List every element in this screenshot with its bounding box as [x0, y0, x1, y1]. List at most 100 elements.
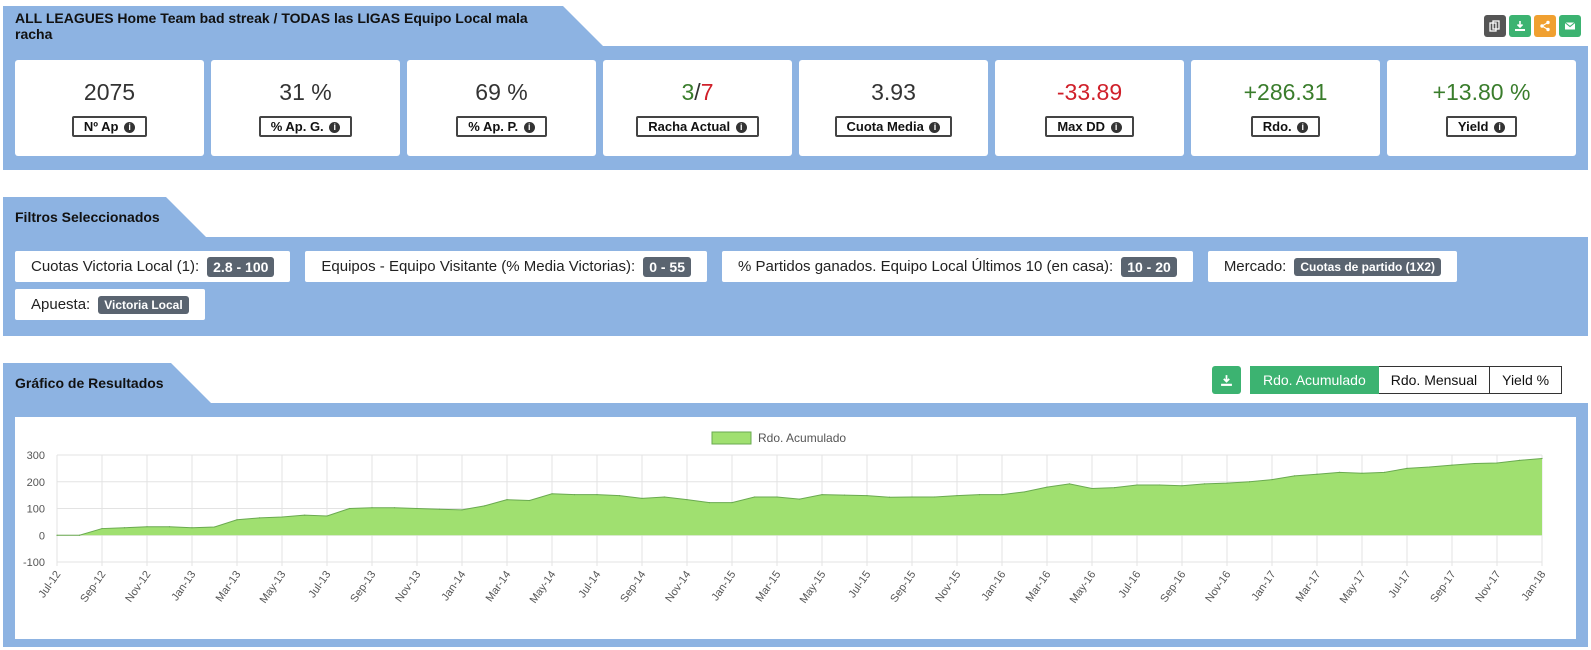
data-point	[236, 519, 238, 521]
stat-card-max-dd: -33.89 Max DD i	[995, 60, 1184, 156]
stats-panel: 2075 Nº Ap i 31 % % Ap. G. i 69 % % Ap. …	[3, 46, 1588, 170]
stat-label[interactable]: Racha Actual i	[636, 116, 759, 137]
streak-wins: 3	[681, 79, 695, 105]
x-tick-label: May-17	[1338, 569, 1369, 606]
data-point	[1068, 483, 1071, 485]
stat-label-text: Racha Actual	[648, 119, 731, 134]
x-tick-label: Jul-14	[576, 569, 603, 600]
y-tick-label: 300	[27, 450, 45, 462]
toggle-yield[interactable]: Yield %	[1490, 366, 1563, 394]
stat-label[interactable]: Yield i	[1445, 116, 1518, 137]
streak-separator: /	[694, 79, 701, 105]
stat-label-text: Max DD	[1057, 119, 1106, 134]
x-tick-label: Sep-15	[888, 569, 918, 605]
data-point	[326, 515, 328, 517]
x-tick-label: Nov-17	[1473, 569, 1503, 605]
x-tick-label: Nov-15	[933, 569, 963, 605]
stat-label[interactable]: Nº Ap i	[71, 116, 148, 137]
x-tick-label: Jan-18	[1519, 569, 1548, 603]
data-point	[731, 502, 733, 504]
data-point	[146, 526, 148, 528]
x-tick-label: May-13	[258, 569, 289, 606]
data-point	[168, 526, 171, 528]
data-point	[776, 496, 778, 498]
data-point	[1091, 487, 1093, 490]
data-point	[596, 493, 598, 496]
data-point	[371, 507, 373, 509]
x-tick-label: Sep-17	[1428, 569, 1458, 605]
info-icon[interactable]: i	[329, 122, 341, 134]
filter-chip: % Partidos ganados. Equipo Local Últimos…	[722, 251, 1193, 282]
data-point	[551, 493, 553, 495]
stat-value: 2075	[83, 79, 136, 105]
info-icon[interactable]: i	[124, 122, 136, 134]
data-point	[641, 497, 643, 499]
data-point	[1181, 485, 1183, 487]
filter-label: Equipos - Equipo Visitante (% Media Vict…	[321, 258, 636, 275]
data-point	[798, 498, 801, 500]
download-icon[interactable]	[1509, 15, 1531, 37]
filters-header: Filtros Seleccionados	[0, 197, 1591, 237]
x-tick-label: Nov-13	[393, 569, 423, 605]
stat-label[interactable]: % Ap. P. i	[456, 116, 547, 137]
data-point	[1451, 464, 1453, 466]
info-icon[interactable]: i	[1494, 122, 1506, 134]
summary-header: ALL LEAGUES Home Team bad streak / TODAS…	[0, 6, 1591, 46]
data-point	[1113, 487, 1116, 489]
info-icon[interactable]: i	[735, 122, 747, 134]
data-point	[78, 534, 81, 536]
stat-label[interactable]: Max DD i	[1045, 116, 1134, 137]
filter-label: % Partidos ganados. Equipo Local Últimos…	[738, 258, 1114, 275]
x-tick-label: Jan-13	[169, 569, 198, 603]
filter-value: 10 - 20	[1121, 256, 1177, 277]
stat-value: 31 %	[279, 79, 332, 105]
toggle-cumulative[interactable]: Rdo. Acumulado	[1250, 366, 1379, 394]
stat-label[interactable]: % Ap. G. i	[258, 116, 353, 137]
streak-losses: 7	[700, 79, 714, 105]
stat-value: 3.93	[871, 79, 916, 105]
page-title: ALL LEAGUES Home Team bad streak / TODAS…	[3, 6, 603, 46]
data-point	[978, 493, 981, 496]
info-icon[interactable]: i	[929, 122, 941, 134]
chart-controls: Rdo. Acumulado Rdo. Mensual Yield %	[1212, 366, 1563, 394]
data-point	[1383, 471, 1386, 473]
data-point	[1361, 472, 1363, 474]
stat-label-text: Cuota Media	[846, 119, 924, 134]
stat-label-text: % Ap. G.	[270, 119, 324, 134]
data-point	[393, 507, 396, 509]
data-point	[56, 534, 58, 536]
chart-area: 300 200 100 0 -100 Jul-12 Sep-12 Nov-12 Jan-13 Ma…	[15, 417, 1576, 639]
stat-card-avg-odds: 3.93 Cuota Media i	[799, 60, 988, 156]
stat-card-count: 2075 Nº Ap i	[15, 60, 204, 156]
email-icon[interactable]	[1559, 15, 1581, 37]
stat-label-text: Nº Ap	[83, 119, 119, 134]
legend-label: Rdo. Acumulado	[758, 431, 846, 445]
x-tick-label: Jul-15	[846, 569, 873, 600]
filter-value: Cuotas de partido (1X2)	[1294, 257, 1442, 276]
x-tick-label: May-16	[1068, 569, 1099, 606]
data-point	[101, 527, 103, 530]
info-icon[interactable]: i	[1297, 122, 1309, 134]
data-point	[1046, 486, 1048, 488]
data-point	[1473, 462, 1476, 465]
chart-panel: 300 200 100 0 -100 Jul-12 Sep-12 Nov-12 Jan-13 Ma…	[3, 403, 1588, 647]
stat-card-yield: +13.80 % Yield i	[1387, 60, 1576, 156]
data-point	[866, 495, 868, 497]
x-tick-label: Nov-14	[663, 569, 693, 605]
data-point	[348, 507, 351, 510]
info-icon[interactable]: i	[523, 122, 535, 134]
share-icon[interactable]	[1534, 15, 1556, 37]
x-tick-label: Sep-14	[618, 569, 648, 605]
data-point	[1316, 473, 1318, 475]
data-point	[1293, 475, 1296, 477]
stat-label[interactable]: Rdo. i	[1250, 116, 1321, 137]
info-icon[interactable]: i	[1110, 122, 1122, 134]
x-tick-label: Sep-12	[78, 569, 108, 605]
copy-icon[interactable]	[1484, 15, 1506, 37]
data-point	[483, 505, 486, 507]
stat-label[interactable]: Cuota Media i	[834, 116, 953, 137]
stat-card-win-pct: 31 % % Ap. G. i	[211, 60, 400, 156]
toggle-monthly[interactable]: Rdo. Mensual	[1378, 366, 1491, 394]
stat-value: +286.31	[1243, 79, 1328, 105]
download-icon[interactable]	[1212, 366, 1241, 394]
